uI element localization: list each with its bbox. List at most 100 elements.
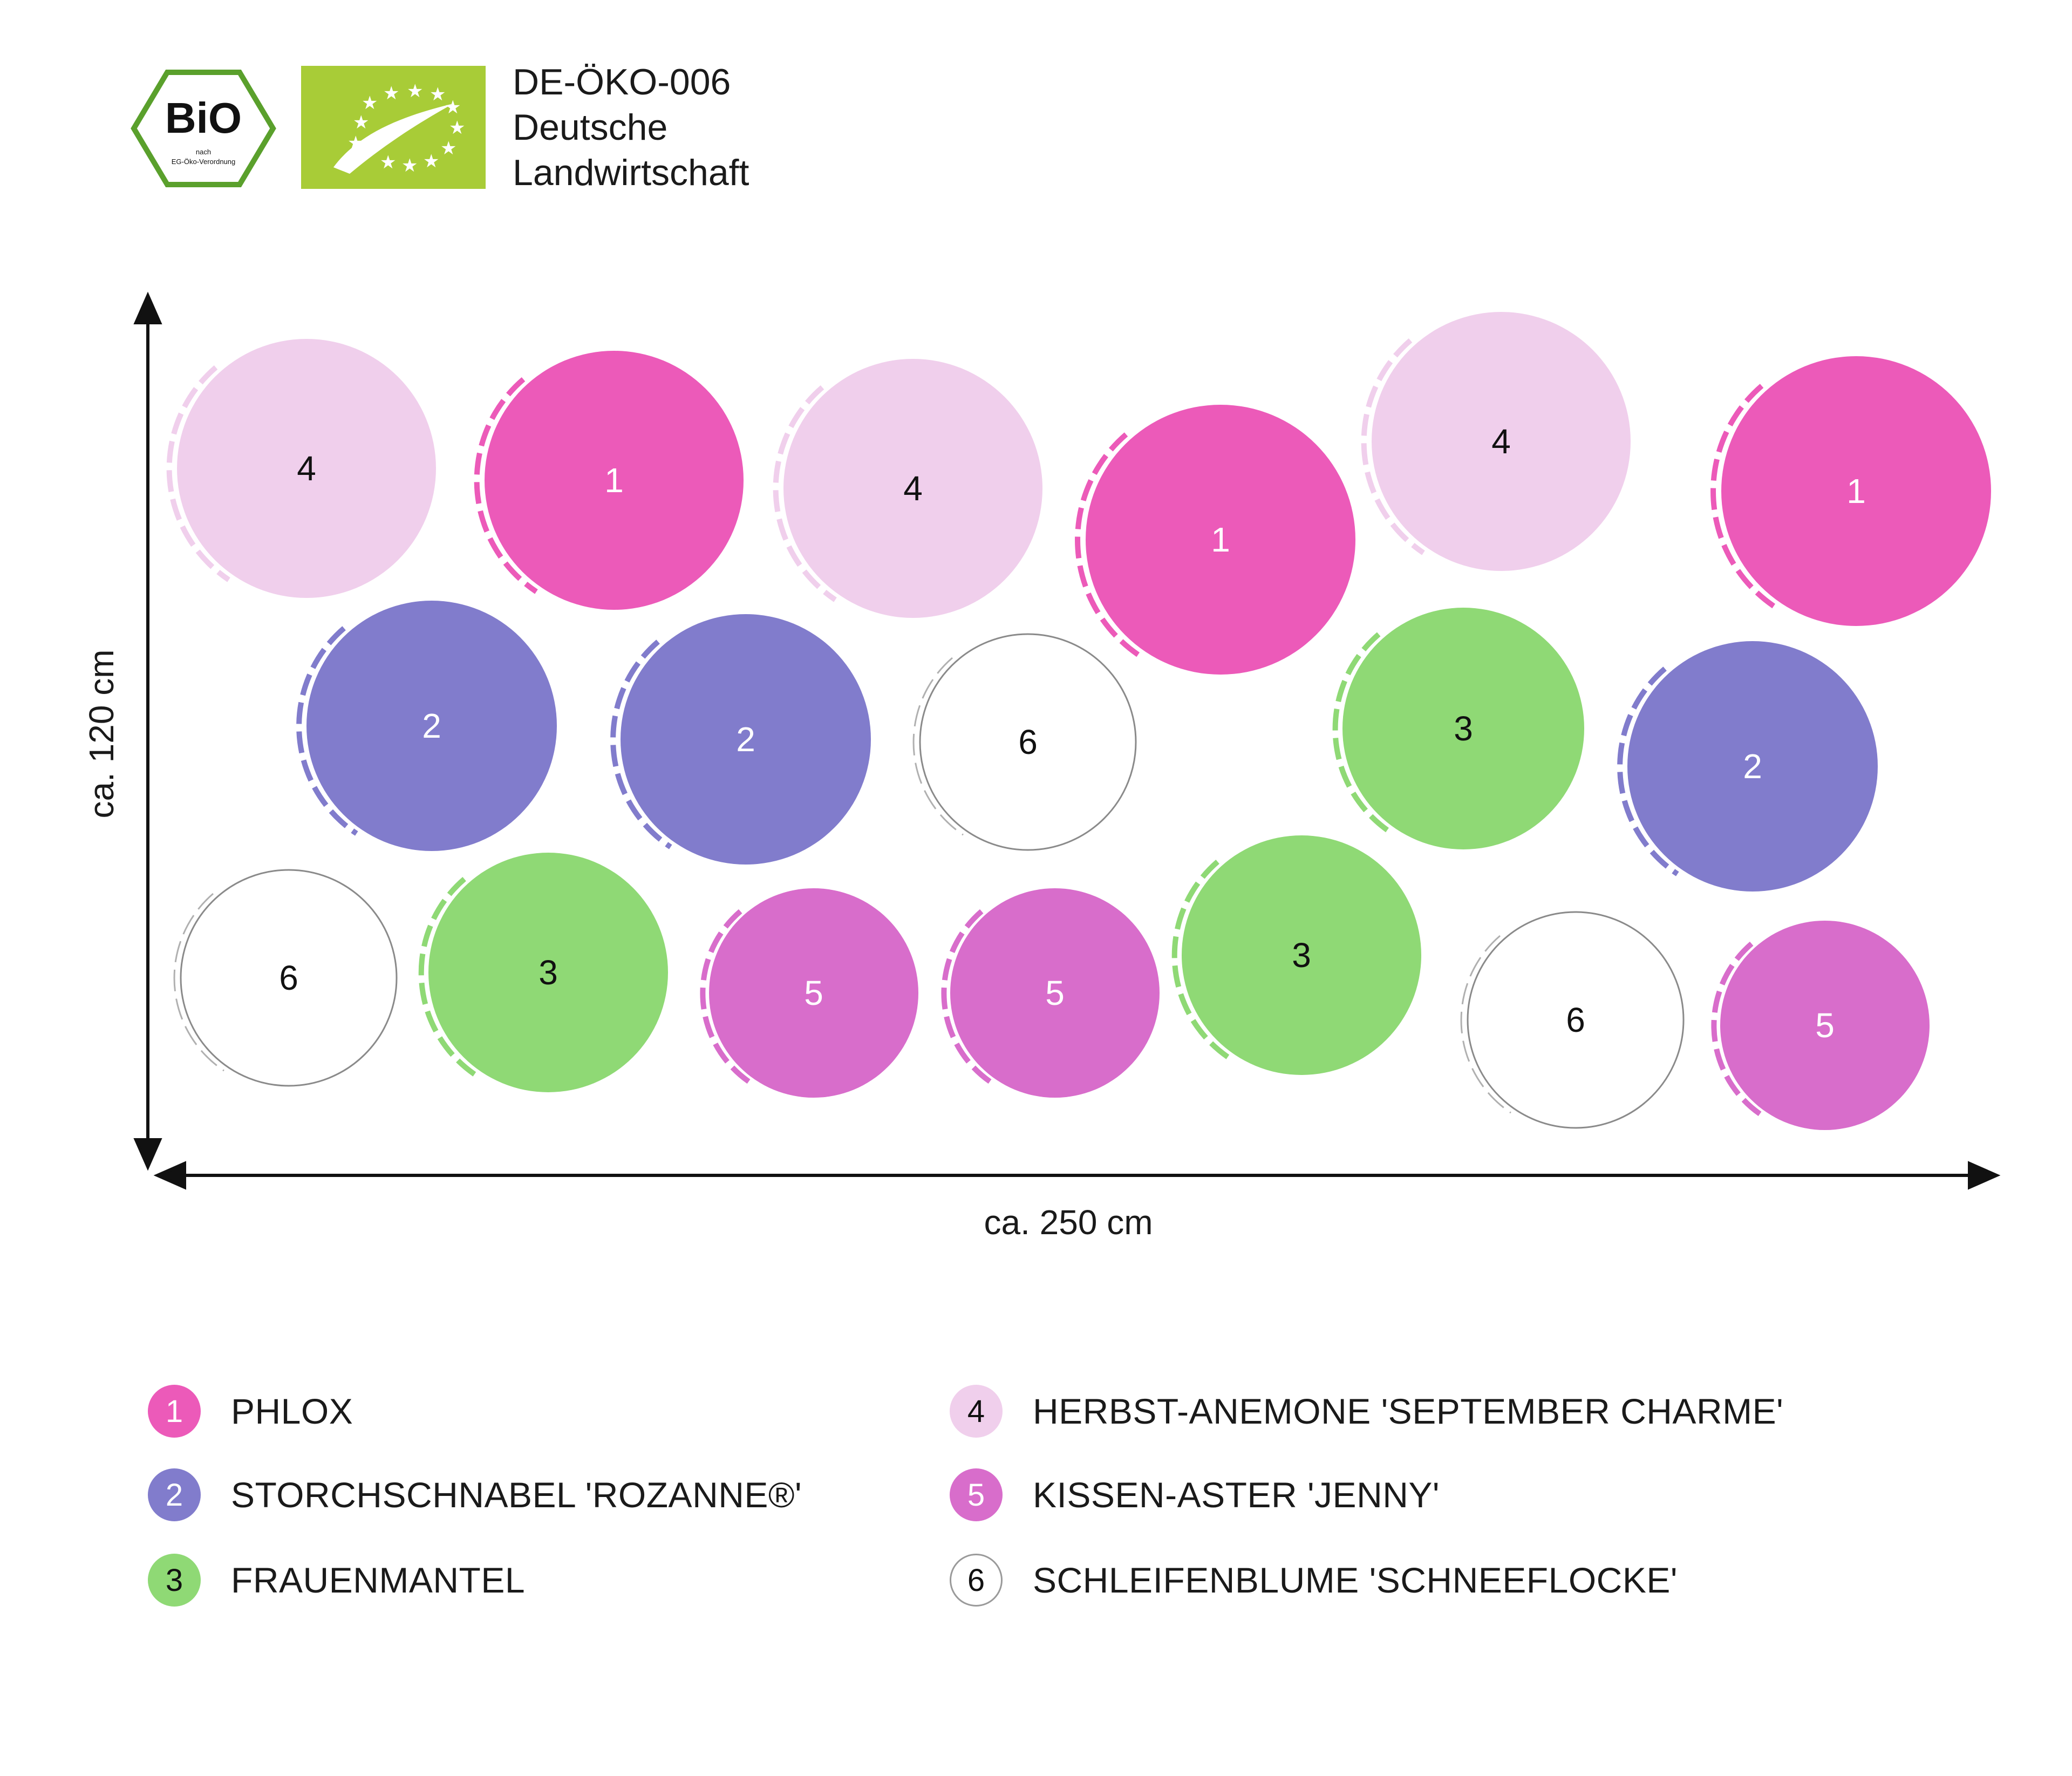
brush-stroke: [418, 877, 478, 1078]
eu-organic-leaf-icon: ★ ★ ★ ★★★ ★★★ ★★★: [333, 80, 465, 176]
brush-stroke: [1332, 632, 1393, 835]
plant-marker: [1467, 911, 1685, 1129]
plant-number: 6: [1018, 723, 1038, 761]
plant-circle-4: 4: [773, 359, 1042, 618]
plant-number: 1: [1846, 472, 1866, 511]
brush-stroke: [912, 657, 964, 836]
svg-text:★: ★: [353, 112, 369, 133]
plant-circle-1: 1: [474, 351, 744, 610]
plant-marker: [1720, 921, 1930, 1130]
plant-number: 2: [736, 720, 755, 759]
plant-marker: [783, 359, 1042, 618]
legend-item-schleifenblume: 6 SCHLEIFENBLUME 'SCHNEEFLOCKE': [950, 1550, 1678, 1610]
cert-code: DE-ÖKO-006: [513, 62, 731, 103]
brush-stroke: [474, 377, 538, 594]
plant-circle-3: 3: [1171, 835, 1421, 1075]
width-label: ca. 250 cm: [984, 1203, 1153, 1242]
plant-number: 5: [1045, 974, 1065, 1012]
plant-circle-4: 4: [166, 339, 436, 598]
plant-number: 4: [297, 449, 316, 488]
width-arrow: [153, 1161, 2001, 1190]
legend-swatch: 3: [148, 1554, 201, 1607]
brush-stroke: [1617, 666, 1679, 876]
legend-swatch: 4: [950, 1385, 1003, 1438]
plant-marker: [709, 888, 918, 1098]
svg-text:★: ★: [401, 155, 418, 176]
height-arrow: [133, 291, 162, 1171]
plant-circle-1: 1: [1075, 405, 1355, 675]
plant-number: 5: [1815, 1006, 1835, 1045]
legend-swatch: 5: [950, 1468, 1003, 1521]
cert-line-3: Landwirtschaft: [513, 152, 749, 193]
plant-marker: [177, 339, 436, 598]
legend-item-phlox: 1 PHLOX: [148, 1382, 353, 1441]
svg-text:★: ★: [445, 97, 461, 118]
plant-number: 2: [1743, 747, 1762, 786]
brush-stroke: [1460, 935, 1511, 1114]
brush-stroke: [1075, 432, 1141, 658]
plant-number: 6: [1566, 1001, 1585, 1039]
plant-number: 3: [539, 953, 558, 992]
plant-marker: [919, 633, 1137, 851]
plant-marker: [621, 614, 871, 865]
cert-line-2: Deutsche: [513, 107, 668, 148]
plant-marker: [1086, 405, 1355, 675]
plant-circle-6: 6: [173, 869, 398, 1087]
brush-stroke: [296, 626, 358, 836]
brush-stroke: [1711, 941, 1764, 1118]
plant-number: 3: [1454, 709, 1473, 748]
plant-number: 1: [604, 461, 624, 500]
plant-marker: [485, 351, 744, 610]
brush-stroke: [1361, 338, 1425, 555]
brush-stroke: [166, 365, 230, 582]
legend-label: FRAUENMANTEL: [231, 1560, 526, 1600]
plant-number: 5: [804, 974, 823, 1012]
legend-label: HERBST-ANEMONE 'SEPTEMBER CHARME': [1033, 1391, 1784, 1431]
plant-marker: [950, 888, 1160, 1098]
plant-circle-5: 5: [1711, 921, 1930, 1130]
legend-label: PHLOX: [231, 1391, 353, 1431]
height-label: ca. 120 cm: [82, 649, 121, 819]
brush-stroke: [1171, 860, 1231, 1061]
plant-number: 1: [1211, 520, 1230, 559]
eu-organic-logo: ★ ★ ★ ★ ★ ★ ★ ★ ★ ★ ★ ★: [301, 66, 486, 189]
plant-circle-3: 3: [1332, 608, 1584, 849]
legend-swatch: 1: [148, 1385, 201, 1438]
plant-circle-2: 2: [1617, 641, 1878, 892]
svg-text:★: ★: [383, 83, 399, 104]
brush-stroke: [700, 909, 753, 1086]
legend-label: SCHLEIFENBLUME 'SCHNEEFLOCKE': [1033, 1560, 1678, 1600]
plant-marker: [1721, 356, 1991, 626]
svg-text:★: ★: [440, 138, 456, 159]
plant-circle-2: 2: [296, 601, 557, 851]
plant-circle-4: 4: [1361, 312, 1631, 571]
legend-item-storchschnabel: 2 STORCHSCHNABEL 'ROZANNE®': [148, 1465, 802, 1525]
plant-number: 2: [422, 706, 441, 745]
plant-circle-5: 5: [700, 888, 918, 1098]
certification-text: DE-ÖKO-006 Deutsche Landwirtschaft: [513, 59, 749, 195]
plant-marker: [1372, 312, 1631, 571]
legend-item-frauenmantel: 3 FRAUENMANTEL: [148, 1550, 525, 1610]
bio-seal-icon: BiO nach EG-Öko-Verordnung: [131, 70, 276, 187]
legend-item-herbst-anemone: 4 HERBST-ANEMONE 'SEPTEMBER CHARME': [950, 1382, 1783, 1441]
brush-stroke: [173, 893, 224, 1072]
legend-label: KISSEN-ASTER 'JENNY': [1033, 1475, 1440, 1515]
plant-circle-6: 6: [912, 633, 1137, 851]
plant-circle-5: 5: [941, 888, 1160, 1098]
svg-text:★: ★: [423, 151, 439, 172]
plant-number: 3: [1292, 936, 1311, 975]
plant-number: 6: [279, 958, 298, 997]
legend-swatch: 2: [148, 1468, 201, 1521]
plant-marker: [1182, 835, 1421, 1075]
svg-text:★: ★: [449, 117, 465, 139]
plant-number: 4: [1491, 422, 1511, 461]
brush-stroke: [773, 385, 837, 602]
svg-text:★: ★: [347, 132, 364, 154]
bio-seal-sub-1: nach: [196, 148, 211, 156]
plant-marker: [180, 869, 398, 1087]
plant-circle-1: 1: [1710, 356, 1991, 626]
plant-number: 4: [903, 469, 923, 508]
svg-text:★: ★: [362, 92, 378, 114]
plant-group: 4 1 4 1 4 1 2 2 6 3 2 6 3 5 5 3 6 5: [166, 312, 1991, 1130]
